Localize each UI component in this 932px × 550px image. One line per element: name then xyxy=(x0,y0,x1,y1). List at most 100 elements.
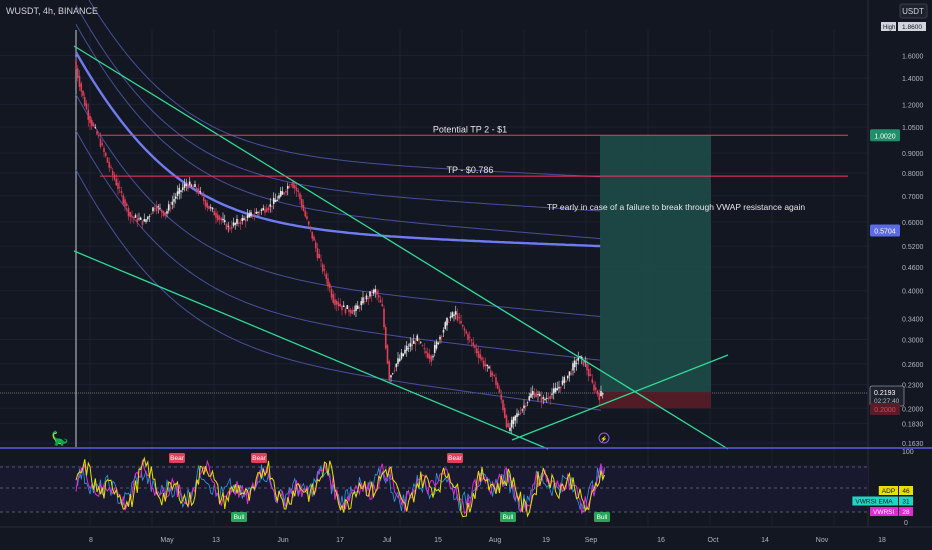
candle-body xyxy=(360,301,363,306)
candle-body xyxy=(314,242,317,249)
price-axis[interactable]: 1.6000 1.4000 1.2000 1.0500 0.9000 0.8000 0.70… xyxy=(867,0,924,527)
time-tick-label: 15 xyxy=(434,537,442,544)
candle-body xyxy=(552,388,555,394)
candle-body xyxy=(474,345,476,348)
candle-body xyxy=(309,226,312,230)
candle-body xyxy=(274,199,277,203)
candle-body xyxy=(395,363,398,368)
candle-body xyxy=(127,207,130,217)
candle-body xyxy=(293,184,296,189)
candle-body xyxy=(481,357,483,360)
currency-label: USDT xyxy=(902,7,924,16)
candle-body xyxy=(255,211,258,214)
candle-body xyxy=(216,214,219,221)
candle-body xyxy=(160,209,163,213)
candle-body xyxy=(192,186,195,188)
candle-body xyxy=(353,310,356,312)
candle-body xyxy=(288,186,291,188)
candle-body xyxy=(237,222,240,224)
candle-body xyxy=(122,195,125,204)
candle-body xyxy=(516,413,518,417)
candle-body xyxy=(183,183,186,188)
candle-body xyxy=(185,184,188,187)
candle-body xyxy=(509,427,511,431)
candle-body xyxy=(211,207,214,210)
candle-body xyxy=(106,157,109,163)
candle-body xyxy=(517,413,520,415)
candle-body xyxy=(367,297,370,299)
price-tick-label: 0.1630 xyxy=(902,441,924,448)
candle-body xyxy=(227,225,230,227)
candle-body xyxy=(129,212,132,217)
candle-body xyxy=(566,375,569,379)
candle-body xyxy=(316,248,319,259)
candle-body xyxy=(458,317,461,318)
candle-body xyxy=(173,199,175,202)
candle-body xyxy=(92,123,95,126)
candle-body xyxy=(510,419,513,428)
candle-body xyxy=(115,178,118,186)
bar-countdown: 02:27:40 xyxy=(874,398,900,405)
signal-label-bg xyxy=(251,453,267,463)
candle-body xyxy=(169,207,172,209)
price-tick-label: 1.6000 xyxy=(902,54,924,61)
candle-body xyxy=(241,218,244,222)
candles xyxy=(75,57,604,435)
candle-body xyxy=(213,211,216,216)
candle-body xyxy=(234,223,237,225)
candle-body xyxy=(132,217,135,219)
candle-body xyxy=(285,191,287,193)
candle-body xyxy=(152,207,154,212)
candle-body xyxy=(428,354,431,359)
candle-body xyxy=(411,344,413,346)
candle-body xyxy=(278,195,280,199)
candle-body xyxy=(591,379,594,383)
oscillator-tick-0: 0 xyxy=(904,520,908,527)
oscillator-band xyxy=(0,465,868,512)
candle-body xyxy=(304,210,307,217)
time-axis[interactable]: 8 May 13 Jun 17 Jul 15 Aug 19 Sep 16 Oct 14 Nov 18 xyxy=(89,537,886,544)
candle-body xyxy=(281,191,284,195)
candle-body xyxy=(514,415,517,421)
candle-body xyxy=(141,220,144,225)
time-tick-label: 14 xyxy=(761,537,769,544)
oscillator-legend-value: 28 xyxy=(902,509,910,516)
candle-body xyxy=(208,205,210,209)
candle-body xyxy=(118,186,121,188)
currency-button[interactable]: USDT xyxy=(899,3,928,19)
current-price-value: 0.2193 xyxy=(874,390,896,397)
vwap-upper-band xyxy=(75,24,602,240)
candle-body xyxy=(97,134,100,137)
candle-body xyxy=(538,394,541,397)
candle-body xyxy=(486,364,489,367)
candle-body xyxy=(313,236,315,241)
trend-lines xyxy=(73,45,848,450)
candle-body xyxy=(265,208,268,212)
high-tag-bg xyxy=(881,22,896,31)
candle-body xyxy=(223,220,226,223)
time-tick-label: May xyxy=(160,537,174,544)
tp-level-label: Potential TP 2 - $1 xyxy=(433,124,507,134)
candle-body xyxy=(139,217,142,220)
candle-body xyxy=(561,380,564,385)
vwap-lower-band xyxy=(75,169,602,411)
vwap-lower-band xyxy=(75,130,602,361)
candle-body xyxy=(467,334,469,340)
candle-body xyxy=(381,304,384,307)
breakout-line xyxy=(511,354,729,441)
candle-body xyxy=(194,184,196,188)
candle-body xyxy=(472,342,475,346)
candle-body xyxy=(379,299,382,303)
candle-body xyxy=(479,354,482,359)
candle-body xyxy=(258,211,261,213)
candle-body xyxy=(222,218,224,221)
time-tick-label: Oct xyxy=(708,537,719,544)
vwap-value-tag-bg xyxy=(870,224,900,237)
time-tick-label: Jun xyxy=(277,537,288,544)
candle-body xyxy=(579,356,581,358)
signal-label-bull: Bull xyxy=(597,514,608,521)
candle-body xyxy=(290,184,293,185)
candle-body xyxy=(124,199,126,207)
candle-body xyxy=(153,208,156,210)
